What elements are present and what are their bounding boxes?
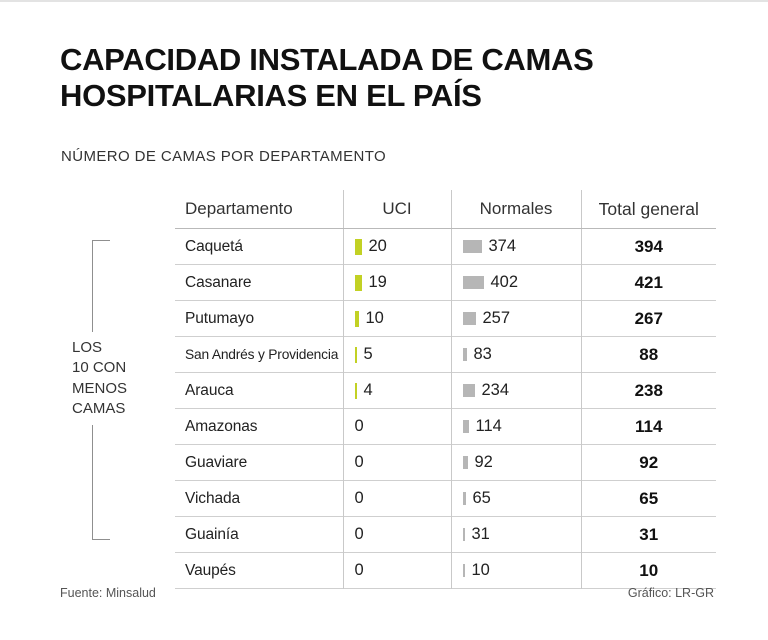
uci-value: 0 <box>354 453 364 472</box>
normales-bar <box>462 528 465 542</box>
col-header-uci: UCI <box>342 190 451 229</box>
subtitle: NÚMERO DE CAMAS POR DEPARTAMENTO <box>61 148 387 165</box>
normales-bar <box>462 492 466 506</box>
col-header-normales: Normales <box>450 190 581 229</box>
source-text: Fuente: Minsalud <box>60 586 156 600</box>
total-value: 114 <box>580 408 716 445</box>
normales-value: 92 <box>474 453 493 472</box>
total-value: 88 <box>580 336 716 373</box>
normales-value: 114 <box>475 417 502 436</box>
table-row: Amazonas 0 114 114 <box>175 408 716 445</box>
uci-value: 0 <box>354 561 364 580</box>
department-name: Amazonas <box>185 417 258 435</box>
page-title: CAPACIDAD INSTALADA DE CAMAS HOSPITALARI… <box>60 42 594 114</box>
normales-bar <box>462 276 484 290</box>
normales-bar <box>462 420 469 434</box>
beds-table-wrap: Departamento UCI Normales Total general … <box>175 190 716 589</box>
total-value: 394 <box>580 228 716 265</box>
beds-table: Departamento UCI Normales Total general … <box>175 190 716 589</box>
uci-bar <box>354 238 362 255</box>
uci-value: 0 <box>354 417 364 436</box>
total-value: 238 <box>580 372 716 409</box>
department-name: Guaviare <box>185 453 248 471</box>
department-name: San Andrés y Providencia <box>185 347 339 362</box>
normales-value: 10 <box>471 561 490 580</box>
normales-value: 257 <box>482 309 511 328</box>
uci-bar <box>354 346 357 363</box>
uci-value: 19 <box>368 273 387 292</box>
uci-value: 5 <box>363 345 373 364</box>
normales-value: 31 <box>471 525 490 544</box>
table-row: Guaviare 0 92 92 <box>175 444 716 481</box>
department-name: Putumayo <box>185 309 254 327</box>
normales-value: 234 <box>481 381 510 400</box>
table-header-row: Departamento UCI Normales Total general <box>175 190 716 229</box>
uci-value: 0 <box>354 489 364 508</box>
normales-bar <box>462 312 476 326</box>
total-value: 267 <box>580 300 716 337</box>
department-name: Casanare <box>185 273 252 291</box>
table-row: San Andrés y Providencia 5 83 88 <box>175 336 716 373</box>
credit-text: Gráfico: LR-GR <box>627 586 714 600</box>
normales-value: 83 <box>473 345 492 364</box>
top-divider <box>0 0 768 2</box>
uci-bar <box>354 382 357 399</box>
normales-bar <box>462 564 465 578</box>
total-value: 10 <box>580 552 716 589</box>
uci-value: 10 <box>365 309 384 328</box>
total-value: 65 <box>580 480 716 517</box>
table-row: Vichada 0 65 65 <box>175 480 716 517</box>
table-body: Caquetá 20 374 394 Casanare 19 402 421 P… <box>175 228 716 589</box>
uci-bar <box>354 274 362 291</box>
normales-value: 402 <box>490 273 519 292</box>
table-row: Vaupés 0 10 10 <box>175 552 716 589</box>
table-row: Guainía 0 31 31 <box>175 516 716 553</box>
col-header-total: Total general <box>580 190 716 229</box>
table-row: Casanare 19 402 421 <box>175 264 716 301</box>
department-name: Vaupés <box>185 561 236 579</box>
total-value: 92 <box>580 444 716 481</box>
uci-value: 20 <box>368 237 387 256</box>
normales-bar <box>462 384 475 398</box>
bracket-label: LOS 10 CON MENOS CAMAS <box>72 332 154 425</box>
footer: Fuente: Minsalud Gráfico: LR-GR <box>60 586 714 600</box>
total-value: 421 <box>580 264 716 301</box>
uci-bar <box>354 310 359 327</box>
normales-bar <box>462 240 482 254</box>
department-name: Caquetá <box>185 237 243 255</box>
table-row: Putumayo 10 257 267 <box>175 300 716 337</box>
normales-value: 65 <box>472 489 491 508</box>
normales-value: 374 <box>488 237 517 256</box>
total-value: 31 <box>580 516 716 553</box>
uci-value: 0 <box>354 525 364 544</box>
normales-bar <box>462 348 467 362</box>
department-name: Guainía <box>185 525 239 543</box>
department-name: Vichada <box>185 489 241 507</box>
col-header-departamento: Departamento <box>175 190 343 229</box>
table-row: Caquetá 20 374 394 <box>175 228 716 265</box>
normales-bar <box>462 456 468 470</box>
uci-value: 4 <box>363 381 373 400</box>
table-row: Arauca 4 234 238 <box>175 372 716 409</box>
department-name: Arauca <box>185 381 234 399</box>
